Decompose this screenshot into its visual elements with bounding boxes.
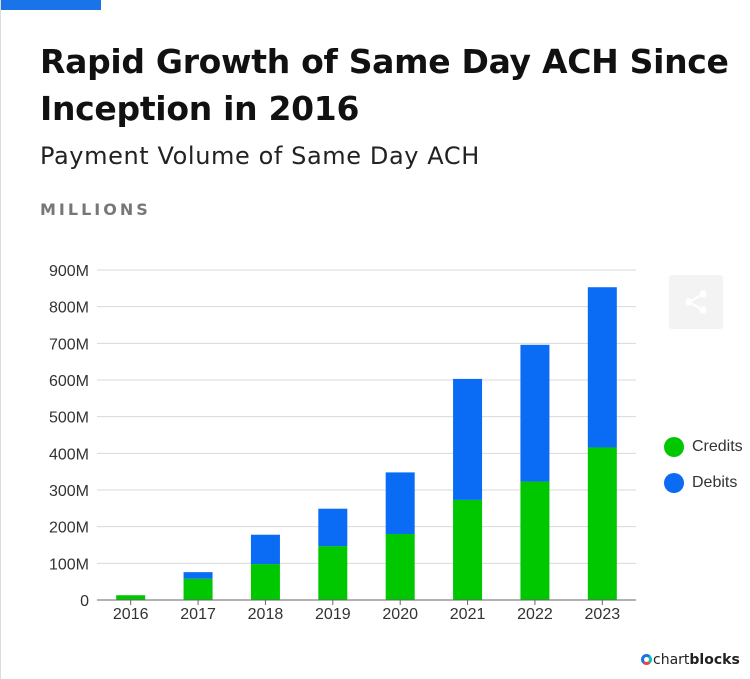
y-tick-label: 900M <box>49 263 89 280</box>
bar-debits-2018[interactable] <box>250 534 280 565</box>
x-axis: 2016 2017 2018 2019 2020 2021 2022 2023 <box>97 599 636 623</box>
y-tick-label: 300M <box>49 483 89 500</box>
x-tick-label: 2016 <box>113 606 149 623</box>
x-tick-label: 2023 <box>585 606 621 623</box>
y-tick-label: 500M <box>49 410 89 427</box>
bar-credits-2016[interactable] <box>116 595 146 600</box>
accent-bar <box>0 0 101 10</box>
x-tick-label: 2019 <box>315 606 351 623</box>
chartblocks-branding[interactable]: chartblocks <box>641 652 740 668</box>
x-tick-label: 2020 <box>382 606 418 623</box>
chart-title: Rapid Growth of Same Day ACH Since Incep… <box>40 42 729 128</box>
y-tick-label: 200M <box>49 520 89 537</box>
gridlines <box>97 269 636 564</box>
legend-label-debits: Debits <box>692 474 738 491</box>
bar-debits-2021[interactable] <box>453 378 483 500</box>
chartblocks-logo-icon <box>641 654 652 665</box>
bars <box>116 287 617 600</box>
bar-credits-2023[interactable] <box>587 447 617 600</box>
y-tick-label: 0 <box>80 593 89 610</box>
chart-subtitle: Payment Volume of Same Day ACH <box>40 142 480 170</box>
bar-debits-2019[interactable] <box>318 508 348 547</box>
y-tick-label: 100M <box>49 556 89 573</box>
legend-label-credits: Credits <box>692 438 743 455</box>
bar-debits-2017[interactable] <box>183 572 213 579</box>
legend-swatch-credits <box>664 437 684 457</box>
bar-debits-2020[interactable] <box>385 472 415 534</box>
card-border <box>0 0 1 679</box>
x-tick-label: 2022 <box>517 606 553 623</box>
x-tick-label: 2018 <box>248 606 284 623</box>
bar-credits-2022[interactable] <box>520 481 550 600</box>
bar-credits-2018[interactable] <box>250 564 280 600</box>
y-axis: 0 100M 200M 300M 400M 500M 600M 700M 800M 900M <box>49 263 89 610</box>
y-tick-label: 400M <box>49 446 89 463</box>
legend-swatch-debits <box>664 473 684 493</box>
bar-credits-2021[interactable] <box>453 499 483 600</box>
y-tick-label: 800M <box>49 300 89 317</box>
brand-bold: blocks <box>689 652 740 668</box>
bar-credits-2017[interactable] <box>183 578 213 600</box>
x-tick-label: 2021 <box>450 606 486 623</box>
share-icon <box>685 290 707 314</box>
bar-debits-2023[interactable] <box>587 287 617 448</box>
bar-debits-2022[interactable] <box>520 344 550 482</box>
share-button[interactable] <box>669 275 723 329</box>
y-tick-label: 600M <box>49 373 89 390</box>
x-tick-label: 2017 <box>180 606 216 623</box>
bar-credits-2020[interactable] <box>385 534 415 600</box>
brand-prefix: chart <box>653 652 690 668</box>
units-label: MILLIONS <box>40 200 151 219</box>
bar-credits-2019[interactable] <box>318 546 348 600</box>
y-tick-label: 700M <box>49 336 89 353</box>
